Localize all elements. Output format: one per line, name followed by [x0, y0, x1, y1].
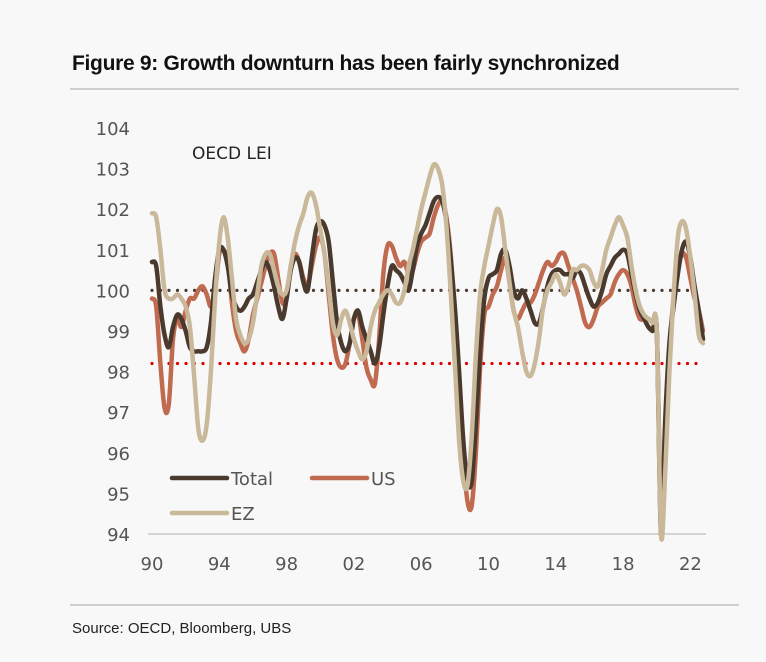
x-tick-label: 22	[679, 554, 702, 575]
x-tick-label: 02	[342, 554, 365, 575]
y-axis-ticks: 94 95 96 97 98 99 100 101 102 103 104	[96, 119, 130, 546]
y-tick-label: 104	[96, 119, 130, 140]
y-tick-label: 100	[96, 281, 130, 302]
figure-title: Figure 9: Growth downturn has been fairl…	[72, 52, 620, 75]
legend-label-total: Total	[230, 469, 273, 490]
x-tick-label: 14	[544, 554, 567, 575]
y-tick-label: 94	[107, 525, 130, 546]
y-tick-label: 97	[107, 403, 130, 424]
legend-label-ez: EZ	[231, 504, 255, 525]
y-tick-label: 98	[107, 363, 130, 384]
y-tick-label: 102	[96, 200, 130, 221]
x-tick-label: 18	[612, 554, 635, 575]
y-tick-label: 99	[107, 322, 130, 343]
x-tick-label: 06	[410, 554, 433, 575]
y-tick-label: 103	[96, 160, 130, 181]
source-note: Source: OECD, Bloomberg, UBS	[72, 620, 292, 637]
legend: Total US EZ	[169, 469, 396, 525]
x-tick-label: 10	[477, 554, 500, 575]
y-tick-label: 96	[107, 444, 130, 465]
series-line-us	[149, 198, 706, 519]
y-tick-label: 95	[107, 484, 130, 505]
y-tick-label: 101	[96, 241, 130, 262]
series-line-total	[149, 194, 706, 538]
series-line-ez	[149, 161, 706, 542]
chart-annotation: OECD LEI	[192, 144, 272, 164]
x-tick-label: 90	[141, 554, 164, 575]
x-tick-label: 94	[208, 554, 231, 575]
title-divider	[70, 88, 739, 90]
source-divider	[70, 604, 739, 606]
x-tick-label: 98	[275, 554, 298, 575]
x-axis-ticks: 90 94 98 02 06 10 14 18 22	[141, 554, 702, 575]
series-lines	[149, 161, 706, 542]
legend-label-us: US	[371, 469, 396, 490]
